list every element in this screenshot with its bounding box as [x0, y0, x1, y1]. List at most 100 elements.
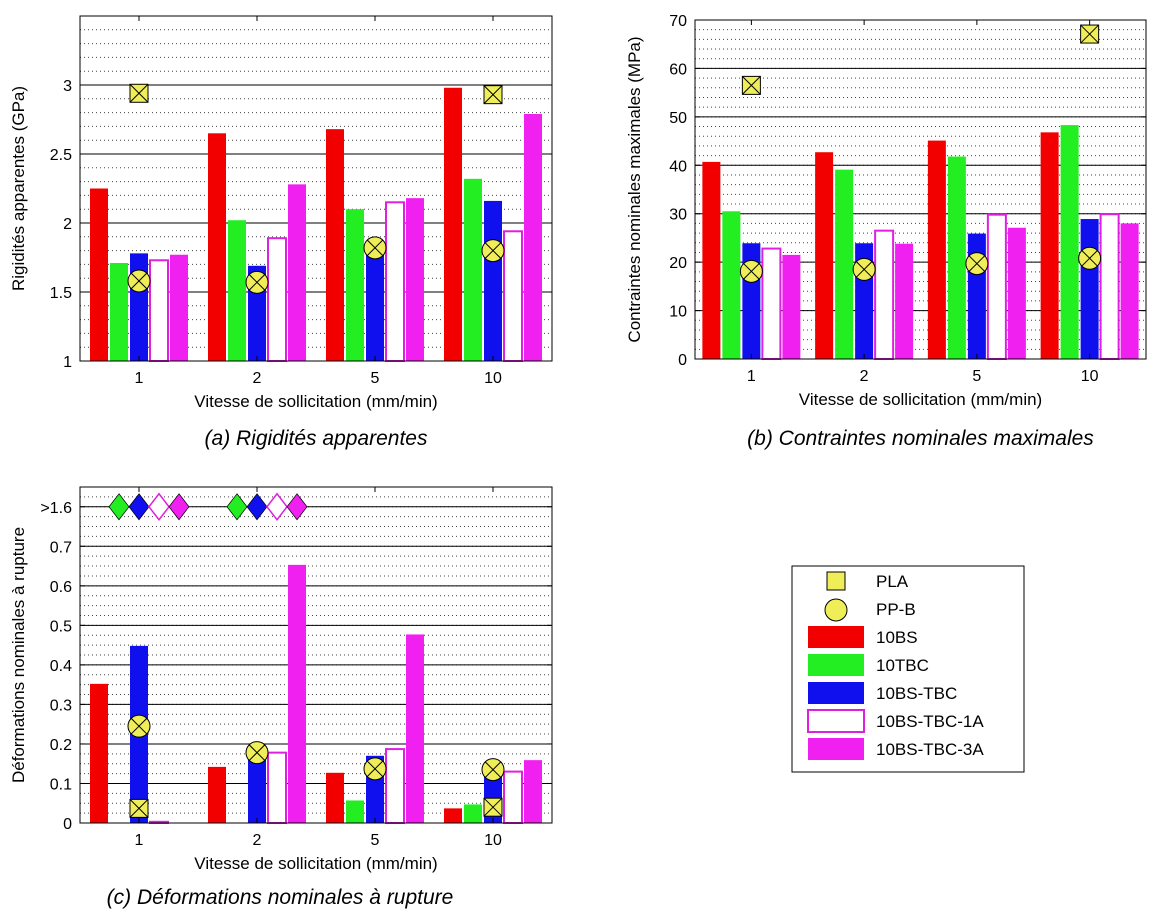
x-tick-label: 5 [371, 370, 380, 387]
bar-10tbc-2 [835, 169, 854, 359]
y-tick-label: 0.2 [50, 737, 72, 754]
x-tick-label: 1 [135, 370, 144, 387]
marker-ppb-10 [1078, 246, 1102, 270]
bar-10tbc-10 [1060, 125, 1079, 359]
chart-contraintes: 0 10 20 30 40 50 60 70 1 2 5 10 Vitesse de sollicita… [625, 13, 1147, 450]
x-tick-label: 2 [253, 832, 262, 849]
marker-ppb-10 [481, 758, 505, 782]
bar-10bs-tbc-3a-10 [524, 760, 542, 823]
bar-10bs-2 [815, 152, 834, 359]
y-tick-label: 0.1 [50, 776, 72, 793]
y-tick-label: 30 [669, 207, 687, 224]
legend-entry-10bs: 10BS [808, 626, 918, 648]
x-axis-label: Vitesse de sollicitation (mm/min) [194, 392, 437, 411]
y-tick-label: 0.4 [50, 658, 72, 675]
bar-10tbc-10 [464, 178, 482, 361]
plot-frame [694, 19, 1147, 360]
bar-10bs-tbc-10 [484, 200, 502, 361]
legend-swatch [824, 598, 848, 622]
y-tick-label: 10 [669, 304, 687, 321]
y-tick-label: 0 [678, 352, 687, 369]
overflow-diamond-10bs-tbc-1 [128, 493, 150, 521]
bar-10bs-10 [444, 87, 462, 361]
bar-10bs-tbc-10 [1080, 219, 1099, 359]
figure-caption: (b) Contraintes nominales maximales [747, 427, 1094, 450]
bar-10tbc-5 [346, 209, 364, 361]
y-tick-label: 0.5 [50, 618, 72, 635]
legend-entry-10bs-tbc: 10BS-TBC [808, 682, 957, 704]
marker-ppb-2 [245, 270, 269, 294]
y-tick-label: 0 [63, 816, 72, 833]
y-tick-label: 20 [669, 255, 687, 272]
marker-ppb-1 [127, 269, 151, 293]
overflow-diamond-10tbc-2 [226, 493, 248, 521]
y-tick-label: 1.5 [50, 285, 72, 302]
bar-10bs-1 [702, 161, 721, 359]
bar-10bs-1 [90, 188, 108, 361]
bar-10bs-5 [326, 129, 344, 361]
x-tick-label: 1 [747, 368, 756, 385]
marker-pla-10 [483, 797, 503, 817]
chart-rigidites: 1 1.5 2 2.5 3 1 2 5 10 Vitesse de sollicitation (… [9, 15, 553, 450]
marker-ppb-5 [363, 757, 387, 781]
legend-label: PP-B [876, 600, 916, 619]
y-tick-label: 3 [63, 78, 72, 95]
y-tick-label: 40 [669, 158, 687, 175]
bar-10bs-tbc-1a-10 [503, 230, 523, 362]
bar-10bs-10 [444, 808, 462, 823]
marker-ppb-2 [245, 741, 269, 765]
legend-label: 10BS-TBC-3A [876, 740, 984, 759]
bar-10bs-tbc-1a-10 [1099, 213, 1120, 360]
bar-10bs-tbc-5 [366, 251, 384, 361]
marker-ppb-5 [965, 252, 989, 276]
x-tick-label: 2 [860, 368, 869, 385]
marker-pla-1 [741, 75, 761, 95]
bar-10bs-tbc-1a-5 [986, 213, 1007, 360]
bar-10bs-tbc-3a-5 [406, 198, 424, 361]
bar-10bs-tbc-1a-1 [761, 247, 782, 360]
marker-ppb-1 [127, 714, 151, 738]
y-tick-label: 2.5 [50, 147, 72, 164]
bar-10tbc-1 [722, 211, 741, 359]
y-tick-label: 2 [63, 216, 72, 233]
bar-10bs-tbc-1a-5 [385, 748, 405, 825]
legend-swatch [808, 626, 864, 648]
legend-swatch [808, 738, 864, 760]
bar-10bs-tbc-3a-5 [1007, 227, 1026, 359]
legend-label: 10BS-TBC-1A [876, 712, 984, 731]
legend-entry-pp-b: PP-B [824, 598, 916, 622]
overflow-diamond-10bs-tbc-1a-2 [266, 492, 288, 521]
marker-ppb-1 [739, 259, 763, 283]
bar-10bs-tbc-3a-2 [895, 243, 914, 359]
bar-10bs-tbc-3a-1 [782, 254, 801, 359]
legend: PLA PP-B 10BS 10TBC 10BS-TBC 10BS-TBC-1A 10BS-… [791, 565, 1025, 773]
y-tick-label: 60 [669, 61, 687, 78]
marker-pla-10 [1080, 24, 1100, 44]
y-tick-label: 0.6 [50, 579, 72, 596]
x-tick-label: 10 [484, 832, 502, 849]
overflow-diamond-10bs-tbc-3a-2 [286, 493, 308, 521]
plot-frame [79, 486, 553, 824]
figure-caption: (c) Déformations nominales à rupture [107, 886, 454, 909]
legend-label: 10BS-TBC [876, 684, 957, 703]
bar-10bs-10 [1040, 132, 1059, 359]
bar-10bs-tbc-3a-5 [406, 634, 424, 823]
y-tick-label: 70 [669, 13, 687, 30]
bar-10bs-tbc-3a-1 [170, 254, 188, 361]
y-tick-label: 0.7 [50, 539, 72, 556]
legend-swatch [808, 654, 864, 676]
marker-pla-1 [129, 83, 149, 103]
overflow-diamond-10bs-tbc-1a-1 [148, 492, 170, 521]
y-tick-label: >1.6 [40, 500, 72, 517]
bar-10tbc-1 [110, 263, 128, 361]
bar-10tbc-5 [947, 156, 966, 359]
bar-10bs-tbc-1a-2 [267, 237, 287, 362]
bar-10bs-tbc-3a-2 [288, 184, 306, 361]
bar-10bs-tbc-3a-10 [1120, 223, 1139, 359]
bar-10bs-tbc-1a-5 [385, 201, 405, 362]
x-tick-label: 10 [1081, 368, 1099, 385]
legend-entry-10tbc: 10TBC [808, 654, 929, 676]
bar-10bs-tbc-2 [248, 753, 266, 823]
legend-entry-pla: PLA [826, 571, 909, 591]
